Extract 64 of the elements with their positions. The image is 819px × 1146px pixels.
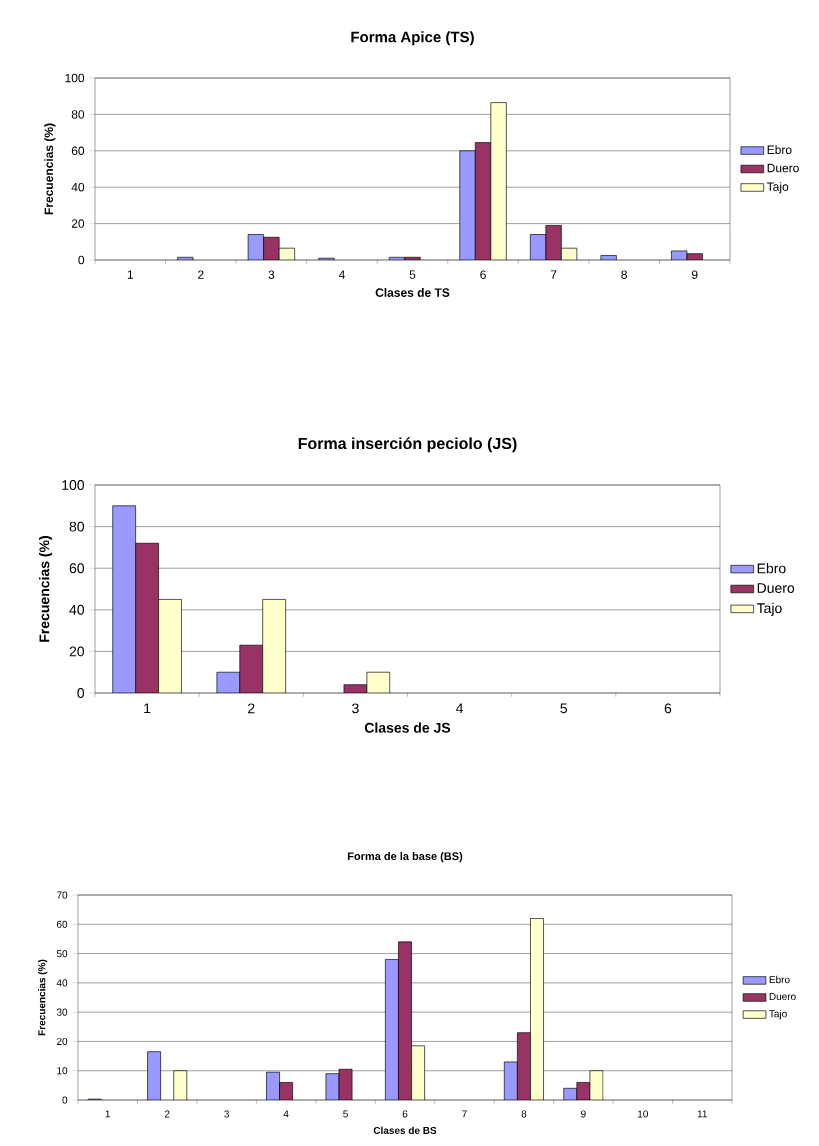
y-tick-label: 60 (56, 920, 68, 928)
x-tick-label: 3 (268, 270, 275, 279)
x-tick-label: 6 (480, 270, 486, 279)
x-tick-label: 5 (343, 1110, 348, 1118)
x-tick-label: 3 (224, 1110, 229, 1118)
legend-label: Duero (767, 163, 799, 173)
x-tick-label: 2 (248, 703, 255, 714)
legend-label: Duero (757, 583, 795, 593)
y-tick-label: 40 (71, 182, 85, 192)
x-tick-label: 8 (521, 1110, 527, 1118)
y-tick-label: 0 (78, 255, 85, 265)
x-tick-label: 9 (581, 1110, 586, 1118)
y-tick-label: 20 (69, 646, 85, 657)
x-tick-label: 2 (198, 270, 204, 279)
y-tick-label: 100 (62, 480, 85, 490)
y-tick-label: 0 (62, 1096, 68, 1104)
x-tick-label: 7 (550, 270, 557, 279)
x-tick-label: 8 (621, 270, 627, 279)
y-tick-label: 80 (71, 110, 85, 119)
y-tick-label: 10 (57, 1067, 68, 1075)
y-tick-label: 60 (69, 563, 85, 574)
chart-title: Forma Apice (TS) (351, 31, 474, 46)
y-tick-label: 20 (56, 1037, 68, 1045)
chart-title: Forma de la base (BS) (347, 852, 463, 863)
x-tick-label: 9 (691, 270, 698, 279)
legend-label: Tajo (769, 1009, 787, 1020)
legend-label: Ebro (757, 563, 786, 574)
legend-label: Ebro (767, 145, 792, 154)
x-tick-label: 1 (127, 270, 134, 279)
legend-label: Tajo (756, 602, 782, 616)
legend-label: Tajo (766, 182, 789, 194)
x-tick-label: 10 (638, 1110, 648, 1118)
legend-label: Duero (769, 993, 796, 1001)
x-tick-label: 1 (144, 703, 151, 714)
y-tick-label: 60 (71, 146, 85, 156)
x-tick-label: 7 (462, 1110, 467, 1118)
y-tick-label: 50 (56, 950, 68, 958)
x-tick-label: 2 (164, 1110, 170, 1118)
legend-label: Ebro (769, 975, 790, 984)
x-axis-title: Clases de TS (375, 288, 450, 297)
y-axis-title: Frecuencias (%) (39, 536, 53, 642)
chart-title: Forma inserción peciolo (JS) (298, 437, 517, 453)
y-tick-label: 40 (56, 979, 68, 987)
x-tick-label: 11 (697, 1110, 707, 1118)
y-tick-label: 30 (56, 1008, 68, 1016)
y-axis-title: Frecuencias (%) (44, 123, 56, 215)
x-tick-label: 1 (105, 1110, 111, 1118)
y-tick-label: 20 (71, 219, 85, 228)
x-tick-label: 5 (560, 703, 568, 714)
y-axis-title: Frecuencias (%) (38, 959, 48, 1036)
x-tick-label: 3 (352, 703, 359, 714)
x-axis-title: Clases de BS (373, 1126, 437, 1134)
x-tick-label: 4 (456, 703, 464, 714)
y-tick-label: 100 (65, 73, 85, 83)
x-tick-label: 4 (338, 270, 345, 279)
x-tick-label: 5 (409, 270, 416, 279)
x-axis-title: Clases de JS (364, 722, 451, 733)
x-tick-label: 6 (402, 1110, 408, 1118)
x-tick-label: 4 (283, 1110, 289, 1118)
x-tick-label: 6 (664, 703, 672, 714)
y-tick-label: 40 (69, 604, 85, 615)
y-tick-label: 70 (57, 891, 68, 899)
y-tick-label: 80 (69, 521, 85, 532)
y-tick-label: 0 (77, 688, 85, 698)
